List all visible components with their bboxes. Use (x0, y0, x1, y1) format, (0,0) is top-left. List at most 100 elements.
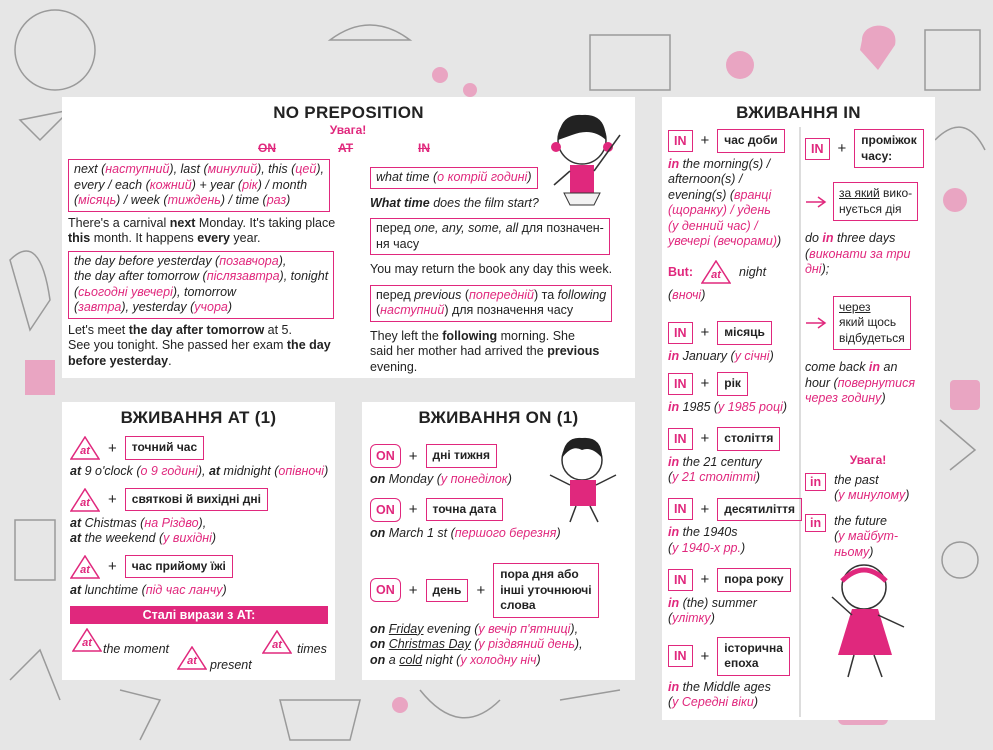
text-run: ) (701, 287, 706, 302)
text-run: a (385, 652, 400, 667)
text-run: previous (547, 344, 600, 358)
text-run: ) для позначення часу (444, 303, 574, 317)
but-label: But: (668, 264, 693, 279)
text-line: відбудеться (839, 331, 905, 347)
text-run: You may return the book any day this wee… (370, 262, 613, 276)
text-line: (у минулому) (834, 488, 909, 504)
text-run: опівночі (278, 464, 325, 478)
text-run: the 1940s (679, 525, 738, 539)
extra-row: in the future (у майбут-ньому) (805, 513, 931, 561)
text-run: у вихідні (163, 531, 212, 545)
text-line: What time does the film start? (370, 196, 630, 212)
text-run: точний час (131, 440, 198, 455)
text-run: the day after tomorrow ( (74, 269, 207, 283)
case-row: через який щось відбудеться (805, 295, 931, 350)
text-run: дні (805, 262, 822, 276)
text-line: точний час (132, 440, 197, 456)
badge: IN (668, 568, 693, 591)
text-run: ) (527, 170, 532, 184)
text-run: an (880, 360, 898, 374)
rule-row: IN + десятиліття (668, 497, 803, 521)
badge-text: at (272, 639, 282, 651)
extra-row: in the past (у минулому) (805, 472, 931, 504)
text-line: at Chistmas (на Різдво), (70, 516, 328, 532)
text-run: following (557, 287, 607, 302)
text-line: You may return the book any day this wee… (370, 262, 630, 278)
text-run: рік (242, 177, 258, 192)
text-run: ) (769, 348, 774, 363)
text-run: ) (286, 193, 291, 207)
triangle (70, 487, 100, 512)
panel-title: ВЖИВАННЯ AT (1) (120, 408, 277, 427)
text-line: (у Середні віки) (668, 695, 800, 711)
case-row: за який вико-нується дія (805, 182, 931, 221)
rule-row: IN + історична епоха (668, 636, 800, 676)
plus: + (700, 132, 710, 150)
text-line: do in three days (805, 231, 931, 247)
text-line: історична (724, 641, 783, 657)
text-run: Friday (388, 621, 424, 636)
at-badge: at (262, 630, 292, 654)
text-line: (завтра), yesterday (учора) (74, 300, 328, 316)
badge: IN (668, 321, 693, 344)
text-run: місяць (78, 193, 117, 207)
text-run: епоха (724, 656, 759, 670)
text-run: does the film start? (429, 195, 539, 210)
triangle (72, 628, 102, 652)
text-run: улітку (672, 611, 711, 625)
text-line: before yesterday. (68, 354, 363, 370)
text-line: пора року (724, 572, 783, 588)
example: in the Middle ages (у Середні віки) (668, 680, 800, 711)
text-run: ); (821, 262, 830, 276)
rule-label: проміжок часу: (854, 129, 924, 168)
text-run: наступний (380, 303, 445, 317)
rule-text: перед one, any, some, all для позначен-н… (370, 218, 610, 255)
text-line: через (839, 300, 905, 316)
text-run: за який (839, 186, 880, 200)
text-run: ( (668, 611, 673, 625)
text-line: (у 21 столітті) (668, 470, 800, 486)
text-run: do (805, 231, 823, 245)
example: in the 21 century (у 21 столітті) (668, 455, 800, 486)
text-run: минулий (207, 162, 258, 176)
plus: + (700, 430, 710, 448)
text-run: the past (834, 472, 879, 487)
text-run: післязавтра (206, 269, 280, 283)
text-run: ) (211, 531, 217, 545)
text-line: ня часу (376, 237, 604, 253)
text-run: January ( (679, 348, 735, 363)
at-badge: at (701, 259, 731, 284)
text-run: (the) summer (679, 595, 757, 610)
text-line: день (433, 583, 462, 599)
at-column: at + точний час at 9 o'clock (о 9 годині), … (70, 428, 328, 624)
text-line: said her mother had arrived the previous (370, 344, 630, 360)
rule-row: IN + рік (668, 372, 800, 396)
example: on March 1 st (першого березня) (370, 526, 632, 542)
text-run: інші уточнюючі (500, 582, 592, 597)
text-run: ), this ( (257, 162, 296, 176)
text-run: ( (461, 287, 470, 302)
case-label: за який вико-нується дія (833, 182, 919, 221)
plus: + (108, 558, 117, 575)
text-run: ), (198, 515, 207, 530)
text-line: at the weekend (у вихідні) (70, 531, 328, 547)
text-run: святкові й вихідні дні (131, 491, 261, 506)
divider (799, 127, 801, 717)
text-run: on (370, 525, 386, 540)
text-run: year. (229, 231, 261, 245)
text-run: ) (740, 540, 746, 555)
text-line: in January (у січні) (668, 349, 800, 365)
on-column: ON + дні тижня on Monday (у понеділок) ON + то… (370, 436, 632, 678)
example: on Monday (у понеділок) (370, 472, 632, 488)
text-run: пора дня або (500, 567, 579, 581)
example: in the 1940s (у 1940-х рр.) (668, 525, 800, 556)
text-run: next ( (74, 162, 106, 176)
crossed-preposition: ON (258, 141, 276, 155)
text-line: See you tonight. She passed her exam the… (68, 338, 363, 354)
text-run: відбудеться (839, 330, 905, 345)
text-run: What time (370, 195, 430, 210)
text-run: на Різдво (144, 515, 199, 530)
rule-label: святкові й вихідні дні (124, 487, 268, 512)
triangle-shape (70, 436, 100, 460)
